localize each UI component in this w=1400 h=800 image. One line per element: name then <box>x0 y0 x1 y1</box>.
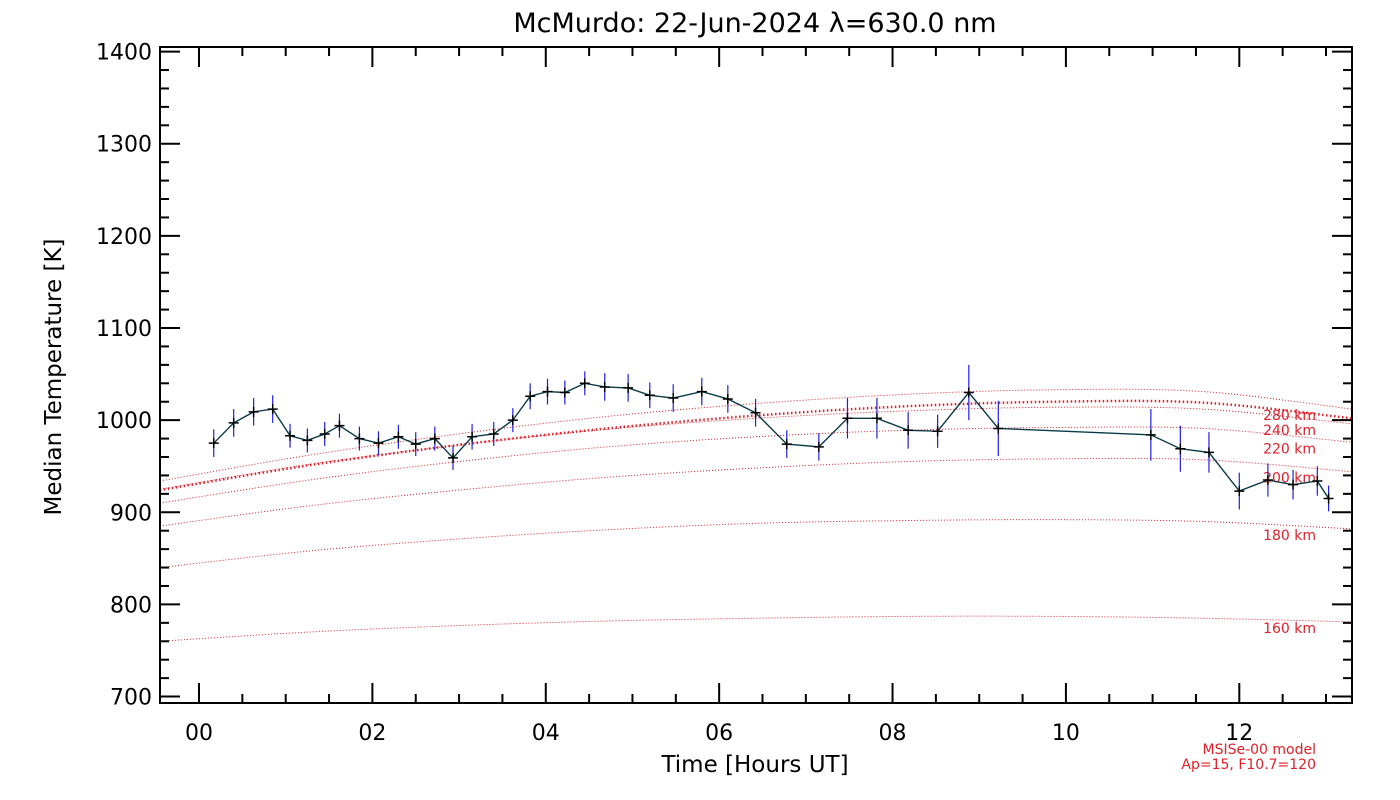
data-point <box>668 393 679 404</box>
data-point <box>644 390 655 401</box>
data-point <box>542 386 553 397</box>
data-point <box>993 423 1004 434</box>
model-curve <box>159 457 1353 527</box>
data-point <box>410 439 421 450</box>
data-point <box>871 413 882 424</box>
altitude-label: 160 km <box>1263 621 1316 637</box>
x-tick-label: 04 <box>532 721 560 746</box>
y-tick-label: 900 <box>110 501 152 526</box>
data-point <box>319 428 330 439</box>
model-curve <box>159 615 1353 642</box>
x-axis-label: Time [Hours UT] <box>660 752 848 778</box>
data-point <box>813 441 824 452</box>
model-params: Ap=15, F10.7=120 <box>1181 757 1316 773</box>
x-tick-label: 08 <box>879 721 907 746</box>
data-point <box>1234 486 1245 497</box>
data-point <box>488 428 499 439</box>
data-point <box>903 425 914 436</box>
data-point <box>507 415 518 426</box>
x-tick-label: 12 <box>1225 721 1253 746</box>
data-point <box>1288 479 1299 490</box>
data-point <box>354 433 365 444</box>
data-point <box>228 417 239 428</box>
data-point <box>1145 429 1156 440</box>
x-tick-label: 10 <box>1052 721 1080 746</box>
chart-title: McMurdo: 22-Jun-2024 λ=630.0 nm <box>513 8 996 39</box>
data-point <box>467 431 478 442</box>
data-point <box>1312 475 1323 486</box>
data-point <box>932 426 943 437</box>
x-tick-label: 06 <box>705 721 733 746</box>
data-point <box>1203 447 1214 458</box>
y-tick-label: 800 <box>110 593 152 618</box>
altitude-label: 220 km <box>1263 441 1316 457</box>
data-point <box>302 435 313 446</box>
data-point <box>525 391 536 402</box>
data-point <box>750 407 761 418</box>
y-tick-label: 1200 <box>96 225 152 250</box>
data-point <box>559 387 570 398</box>
data-point <box>696 386 707 397</box>
data-point <box>334 420 345 431</box>
model-curve <box>159 426 1353 504</box>
model-curve <box>159 388 1353 482</box>
series-line <box>213 382 1330 499</box>
data-point <box>248 406 259 417</box>
altitude-label: 240 km <box>1263 423 1316 439</box>
data-point <box>429 433 440 444</box>
axes-layer: 700 800 900 1000 1100 1200 1300 1400 00 02 04 06 08 1… <box>96 41 1353 746</box>
data-point <box>623 382 634 393</box>
data-point <box>267 404 278 415</box>
x-tick-label: 02 <box>358 721 386 746</box>
data-point <box>579 378 590 389</box>
y-axis-label: Median Temperature [K] <box>41 239 67 516</box>
data-point <box>393 431 404 442</box>
altitude-label: 180 km <box>1263 528 1316 544</box>
x-tick-label: 00 <box>185 721 213 746</box>
model-curve <box>159 519 1353 569</box>
data-point <box>373 438 384 449</box>
plot-frame <box>159 46 1353 704</box>
data-point <box>1175 443 1186 454</box>
data-point <box>842 413 853 424</box>
y-tick-label: 700 <box>110 686 152 711</box>
y-tick-label: 1000 <box>96 409 152 434</box>
data-point <box>599 381 610 392</box>
data-point <box>722 393 733 404</box>
altitude-label: 280 km <box>1263 408 1316 424</box>
data-point <box>781 439 792 450</box>
data-point <box>963 387 974 398</box>
y-tick-label: 1400 <box>96 41 152 66</box>
y-tick-label: 1300 <box>96 133 152 158</box>
model-label: MSISe-00 model <box>1202 742 1316 758</box>
data-point <box>1262 475 1273 486</box>
data-point <box>208 438 219 449</box>
data-point <box>448 452 459 463</box>
data-point <box>285 430 296 441</box>
y-tick-label: 1100 <box>96 317 152 342</box>
data-layer <box>208 364 1334 512</box>
data-point <box>1323 493 1334 504</box>
